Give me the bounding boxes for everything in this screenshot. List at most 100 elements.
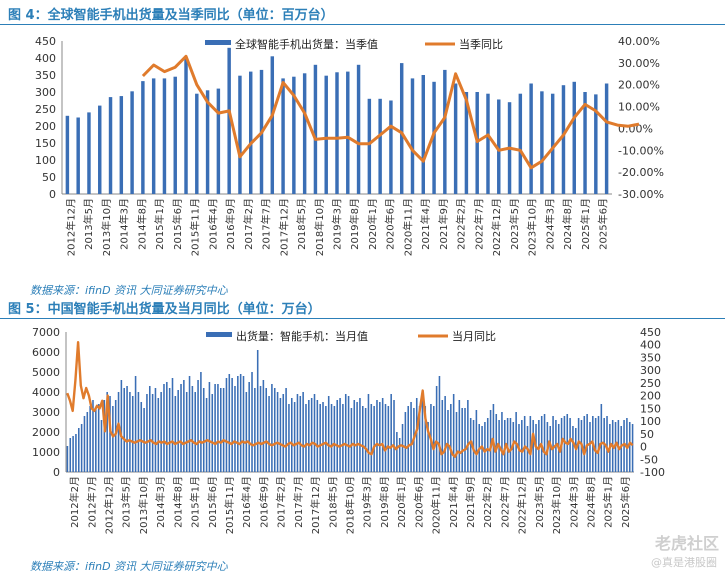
- chart-4-bar: [87, 112, 91, 194]
- chart-5-bar: [160, 392, 162, 472]
- chart-4-bar: [216, 88, 221, 194]
- chart-5-bar: [597, 416, 600, 472]
- chart-5-bar: [626, 418, 628, 472]
- chart-4-x-tick-label: 2012年12月: [64, 198, 77, 256]
- chart-4-left-tick-label: 100: [35, 154, 56, 167]
- chart-4-bar: [346, 71, 350, 194]
- chart-4-bar: [249, 71, 253, 194]
- chart-5-bar: [475, 410, 478, 472]
- chart-5-x-tick-label: 2025年6月: [619, 476, 632, 528]
- chart-5-bar: [279, 398, 282, 472]
- watermark-handle: @真是港股圈: [651, 556, 717, 569]
- chart-5-bar: [177, 390, 179, 472]
- chart-5-bar: [418, 406, 421, 472]
- chart-5-bar: [313, 394, 316, 472]
- chart-5-bar: [126, 386, 128, 472]
- chart-5-x-tick-label: 2018年10月: [344, 476, 357, 534]
- chart-4-bar: [130, 91, 134, 194]
- chart-5-bar: [234, 386, 236, 472]
- chart-5-bar: [157, 398, 160, 472]
- chart-4-x-tick-label: 2024年3月: [543, 198, 556, 250]
- chart-4-x-tick-label: 2015年6月: [171, 198, 184, 250]
- chart-5-bar: [447, 410, 449, 472]
- chart-4-right-tick-label: 10.00%: [618, 101, 660, 114]
- chart-5-bar: [322, 402, 324, 472]
- chart-5-left-tick-label: 4000: [32, 386, 60, 399]
- chart-4-x-tick-label: 2015年11月: [189, 198, 202, 256]
- chart-5-right-tick-label: 100: [640, 415, 661, 428]
- chart-4-bar: [324, 75, 328, 194]
- chart-4-x-tick-label: 2025年1月: [579, 198, 592, 250]
- chart-5-bar: [288, 404, 290, 472]
- chart-4-left-tick-label: 450: [35, 35, 56, 48]
- chart-5-bar: [251, 372, 253, 472]
- chart-4-bar: [367, 98, 372, 194]
- chart-4-bar: [399, 63, 404, 194]
- chart-5-bar: [438, 376, 441, 472]
- chart-5-bar: [217, 384, 219, 472]
- chart-5-x-tick-label: 2022年2月: [481, 476, 494, 528]
- chart-5-bar: [398, 438, 401, 472]
- chart-5-bar: [168, 388, 171, 472]
- chart-5-x-tick-label: 2019年3月: [361, 476, 374, 528]
- chart-5-bar: [444, 396, 446, 472]
- chart-5-x-tick-label: 2023年5月: [533, 476, 546, 528]
- chart-5-legend-bar-swatch: [206, 332, 232, 337]
- chart-5-bar: [183, 380, 185, 472]
- chart-5-bar: [600, 404, 603, 472]
- chart-5-bar: [86, 412, 89, 472]
- chart-4-x-tick-label: 2015年1月: [153, 198, 166, 250]
- chart-5-bar: [410, 402, 412, 472]
- chart-5-x-tick-label: 2023年10月: [550, 476, 563, 534]
- chart-4-bar: [151, 78, 156, 194]
- chart-4-bar: [389, 100, 393, 194]
- chart-5-bar: [194, 392, 197, 472]
- chart-4-left-tick-label: 400: [35, 52, 56, 65]
- chart-5-bar: [342, 404, 344, 472]
- chart-4-bar: [195, 93, 199, 194]
- chart-4-x-tick-label: 2019年3月: [331, 198, 344, 250]
- chart-4-x-tick-label: 2017年2月: [242, 198, 255, 250]
- chart-5-bar: [80, 424, 83, 472]
- chart-5-bar: [469, 418, 472, 472]
- chart-4-bar: [108, 97, 113, 194]
- chart-5-bar: [529, 416, 532, 472]
- chart-4-bar: [464, 92, 469, 194]
- chart-5-bar: [455, 412, 458, 472]
- chart-5-bar: [89, 406, 91, 472]
- chart-5-bar: [572, 426, 574, 472]
- chart-4-bar: [76, 117, 80, 194]
- chart-5-bar: [450, 404, 452, 472]
- chart-5-bar: [106, 392, 108, 472]
- chart-4-x-tick-label: 2023年10月: [526, 198, 539, 256]
- chart-5-bar: [66, 446, 69, 472]
- chart-5-bar: [543, 414, 546, 472]
- chart-5-x-tick-label: 2021年4月: [447, 476, 460, 528]
- chart-4-x-tick-label: 2022年2月: [455, 198, 468, 250]
- chart-5-bar: [214, 384, 216, 472]
- chart-5-bar: [509, 418, 512, 472]
- chart-4-x-tick-label: 2020年11月: [401, 198, 414, 256]
- chart-4-left-tick-label: 350: [35, 69, 56, 82]
- chart-5-bar: [486, 418, 489, 472]
- chart-4-bar: [604, 83, 609, 194]
- chart-4-x-tick-label: 2020年1月: [366, 198, 379, 250]
- chart-5-left-tick-label: 5000: [32, 366, 60, 379]
- chart-5-right-tick-label: 50: [640, 428, 654, 441]
- chart-5-bar: [344, 394, 347, 472]
- chart-5-bar: [501, 412, 503, 472]
- chart-4-left-tick-label: 300: [35, 86, 56, 99]
- chart-5-right-tick-label: 450: [640, 326, 661, 339]
- chart-5-bar: [350, 408, 353, 472]
- chart-5-right-tick-label: -50: [640, 453, 658, 466]
- chart-5-bar: [421, 400, 424, 472]
- chart-5-bar: [262, 380, 265, 472]
- chart-5-bar: [154, 388, 157, 472]
- chart-5-bar: [427, 422, 429, 472]
- page-footer-source: 数据来源：ifinD 资讯 大同证券研究中心: [30, 560, 228, 573]
- chart-4-bar: [518, 93, 523, 194]
- chart-5-bar: [228, 374, 231, 472]
- chart-5-bar: [310, 398, 313, 472]
- chart-5-bar: [72, 436, 74, 472]
- chart-5-x-tick-label: 2013年5月: [120, 476, 133, 528]
